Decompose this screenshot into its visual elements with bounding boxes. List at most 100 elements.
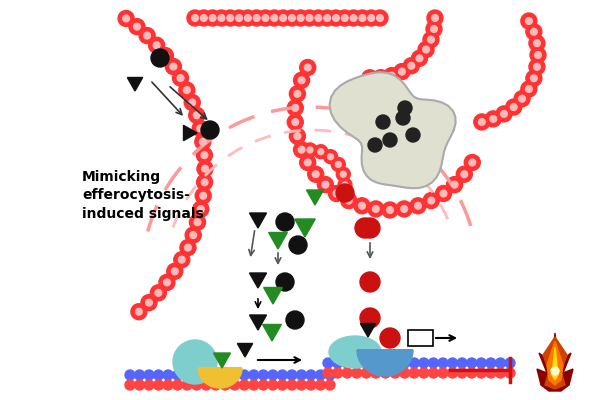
Circle shape	[377, 15, 383, 21]
Circle shape	[380, 328, 400, 348]
Circle shape	[409, 358, 419, 368]
Circle shape	[159, 274, 175, 290]
Circle shape	[201, 152, 208, 158]
Polygon shape	[263, 288, 283, 304]
Circle shape	[196, 10, 212, 26]
Circle shape	[530, 75, 537, 82]
Circle shape	[280, 15, 286, 21]
Circle shape	[410, 198, 426, 214]
Circle shape	[191, 15, 199, 21]
Circle shape	[162, 52, 169, 59]
Circle shape	[170, 63, 177, 70]
Circle shape	[201, 370, 211, 380]
Circle shape	[316, 380, 325, 390]
Circle shape	[298, 146, 305, 153]
Circle shape	[173, 70, 188, 86]
Circle shape	[467, 358, 476, 368]
Circle shape	[195, 188, 211, 204]
Polygon shape	[250, 273, 266, 288]
Circle shape	[403, 58, 419, 74]
Circle shape	[383, 68, 400, 84]
Circle shape	[174, 252, 190, 268]
Circle shape	[314, 145, 328, 159]
Circle shape	[200, 15, 207, 21]
Circle shape	[125, 380, 135, 390]
Circle shape	[323, 358, 333, 368]
Circle shape	[412, 50, 427, 66]
Circle shape	[289, 128, 305, 144]
Circle shape	[136, 308, 142, 315]
Circle shape	[307, 147, 313, 153]
Circle shape	[490, 116, 497, 122]
Circle shape	[163, 380, 173, 390]
Circle shape	[310, 10, 326, 26]
Circle shape	[451, 181, 458, 188]
Circle shape	[533, 40, 541, 46]
Circle shape	[271, 15, 278, 21]
Circle shape	[166, 58, 181, 74]
Circle shape	[398, 101, 412, 115]
Circle shape	[268, 380, 278, 390]
Text: Mimicking
efferocytosis-
induced signals: Mimicking efferocytosis- induced signals	[82, 170, 204, 221]
Circle shape	[340, 171, 346, 177]
Circle shape	[154, 370, 164, 380]
Circle shape	[190, 214, 205, 230]
Circle shape	[341, 15, 348, 21]
Circle shape	[300, 60, 316, 76]
Circle shape	[277, 370, 287, 380]
Polygon shape	[269, 232, 287, 249]
Circle shape	[428, 368, 439, 378]
Circle shape	[323, 150, 338, 164]
Circle shape	[496, 358, 505, 368]
Circle shape	[214, 10, 229, 26]
Circle shape	[134, 370, 145, 380]
Circle shape	[533, 64, 541, 70]
Circle shape	[371, 368, 381, 378]
Circle shape	[476, 358, 486, 368]
Circle shape	[149, 37, 164, 53]
Circle shape	[173, 340, 217, 384]
Circle shape	[377, 74, 384, 81]
Circle shape	[361, 368, 371, 378]
Circle shape	[448, 358, 458, 368]
Circle shape	[428, 197, 434, 204]
Polygon shape	[357, 350, 413, 376]
Polygon shape	[329, 72, 455, 188]
Circle shape	[506, 99, 522, 115]
Circle shape	[526, 18, 532, 24]
Circle shape	[131, 304, 147, 320]
Circle shape	[328, 154, 334, 160]
Circle shape	[257, 10, 274, 26]
Circle shape	[337, 10, 353, 26]
Circle shape	[360, 308, 380, 328]
Circle shape	[306, 370, 316, 380]
Circle shape	[428, 358, 439, 368]
Circle shape	[230, 380, 240, 390]
Circle shape	[134, 23, 140, 30]
Circle shape	[185, 227, 201, 243]
Circle shape	[293, 142, 310, 158]
Circle shape	[500, 110, 508, 117]
Circle shape	[146, 299, 152, 306]
Polygon shape	[198, 368, 242, 388]
Circle shape	[324, 15, 331, 21]
Circle shape	[189, 107, 205, 123]
Circle shape	[144, 32, 151, 39]
Circle shape	[496, 368, 505, 378]
Circle shape	[505, 368, 515, 378]
Circle shape	[530, 28, 537, 35]
Circle shape	[220, 380, 230, 390]
Circle shape	[401, 206, 407, 212]
Circle shape	[371, 358, 381, 368]
Circle shape	[390, 358, 400, 368]
Circle shape	[211, 380, 221, 390]
Circle shape	[193, 112, 200, 119]
Polygon shape	[295, 219, 315, 237]
Circle shape	[302, 10, 317, 26]
Circle shape	[231, 10, 247, 26]
Circle shape	[296, 370, 307, 380]
Circle shape	[253, 15, 260, 21]
Circle shape	[360, 272, 380, 292]
Circle shape	[315, 15, 322, 21]
Circle shape	[368, 201, 384, 217]
